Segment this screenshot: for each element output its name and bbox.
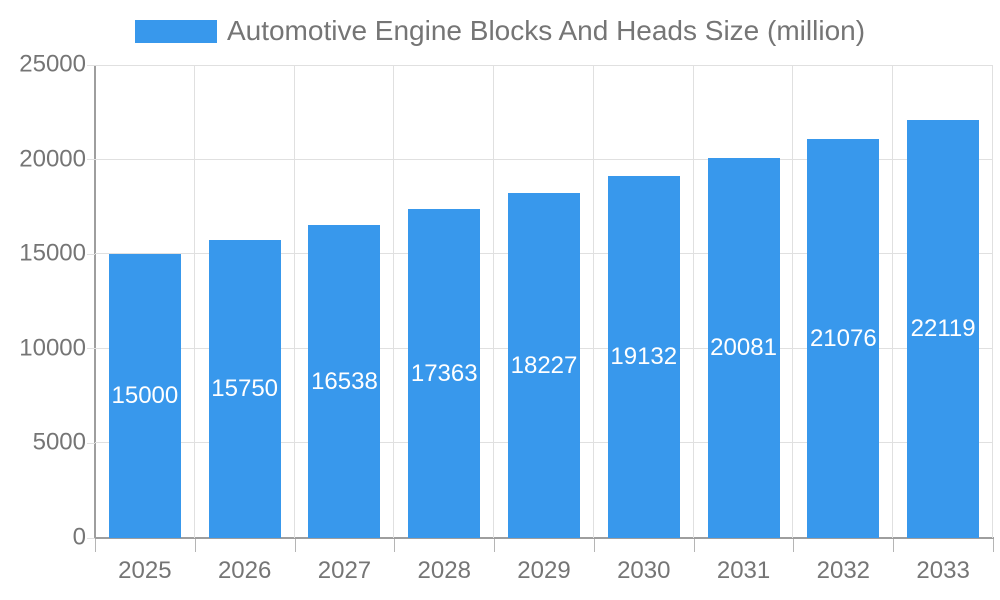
bar-value-label: 19132 — [610, 343, 678, 370]
y-axis-tick-label: 15000 — [19, 239, 86, 267]
bar-value-label: 16538 — [311, 367, 378, 395]
x-axis-line — [94, 537, 994, 539]
x-axis-category-label: 2026 — [217, 557, 272, 584]
chart-legend[interactable]: Automotive Engine Blocks And Heads Size … — [0, 15, 1000, 46]
bar[interactable]: 18227 — [508, 193, 580, 538]
x-axis-tick — [594, 539, 595, 552]
x-gridline — [892, 65, 893, 538]
x-axis-tick — [295, 539, 296, 552]
x-axis-tick — [95, 539, 96, 552]
x-axis-category-label: 2028 — [417, 557, 471, 584]
bar[interactable]: 17363 — [408, 209, 481, 538]
x-axis-category-label: 2030 — [617, 557, 671, 584]
bar[interactable]: 20081 — [707, 158, 780, 538]
bar-value-label: 20081 — [710, 334, 777, 362]
y-axis-tick-label: 25000 — [19, 50, 86, 78]
x-axis-tick — [394, 539, 395, 552]
bar-value-label: 15750 — [211, 374, 279, 402]
x-gridline — [493, 65, 494, 538]
bar[interactable]: 16538 — [308, 225, 381, 538]
bar-value-label: 22119 — [910, 314, 976, 342]
bar[interactable]: 22119 — [907, 119, 980, 538]
y-gridline — [95, 65, 993, 66]
x-gridline — [294, 65, 295, 538]
y-axis-tick-label: 0 — [72, 523, 86, 551]
x-axis-tick — [793, 539, 794, 552]
x-axis-tick — [494, 539, 495, 552]
x-axis-category-label: 2027 — [317, 557, 372, 584]
x-axis-category-label: 2025 — [118, 557, 172, 584]
y-axis-line — [94, 65, 96, 539]
bar-value-label: 21076 — [809, 324, 877, 352]
plot-area: 15000 15750 16538 17363 18227 19132 20081 21076… — [95, 65, 993, 538]
y-axis-tick-label: 10000 — [19, 334, 86, 362]
x-gridline — [992, 65, 993, 538]
bar-value-label: 17363 — [410, 359, 478, 387]
x-axis-category-label: 2029 — [517, 557, 571, 584]
y-axis-tick-label: 20000 — [19, 145, 86, 173]
y-axis-tick-label: 5000 — [32, 428, 86, 456]
x-axis-category-label: 2033 — [916, 557, 970, 584]
y-gridline — [95, 158, 993, 160]
chart-title: Automotive Engine Blocks And Heads Size … — [226, 15, 866, 46]
x-axis-tick — [893, 539, 894, 552]
x-gridline — [792, 65, 793, 538]
x-gridline — [393, 65, 394, 538]
x-gridline — [593, 65, 594, 538]
x-gridline — [194, 65, 195, 538]
x-axis-category-label: 2032 — [816, 557, 871, 584]
legend-swatch-icon — [134, 19, 217, 43]
bar[interactable]: 15750 — [208, 240, 281, 538]
bar[interactable]: 19132 — [607, 176, 680, 538]
x-axis-tick — [694, 539, 695, 552]
bar[interactable]: 21076 — [807, 139, 880, 538]
bar-value-label: 18227 — [510, 351, 578, 379]
x-axis-tick — [195, 539, 196, 552]
x-axis-category-label: 2031 — [716, 557, 771, 584]
bar-value-label: 15000 — [111, 382, 179, 410]
bar[interactable]: 15000 — [108, 254, 181, 538]
x-axis-tick — [993, 539, 994, 552]
x-gridline — [693, 65, 694, 538]
